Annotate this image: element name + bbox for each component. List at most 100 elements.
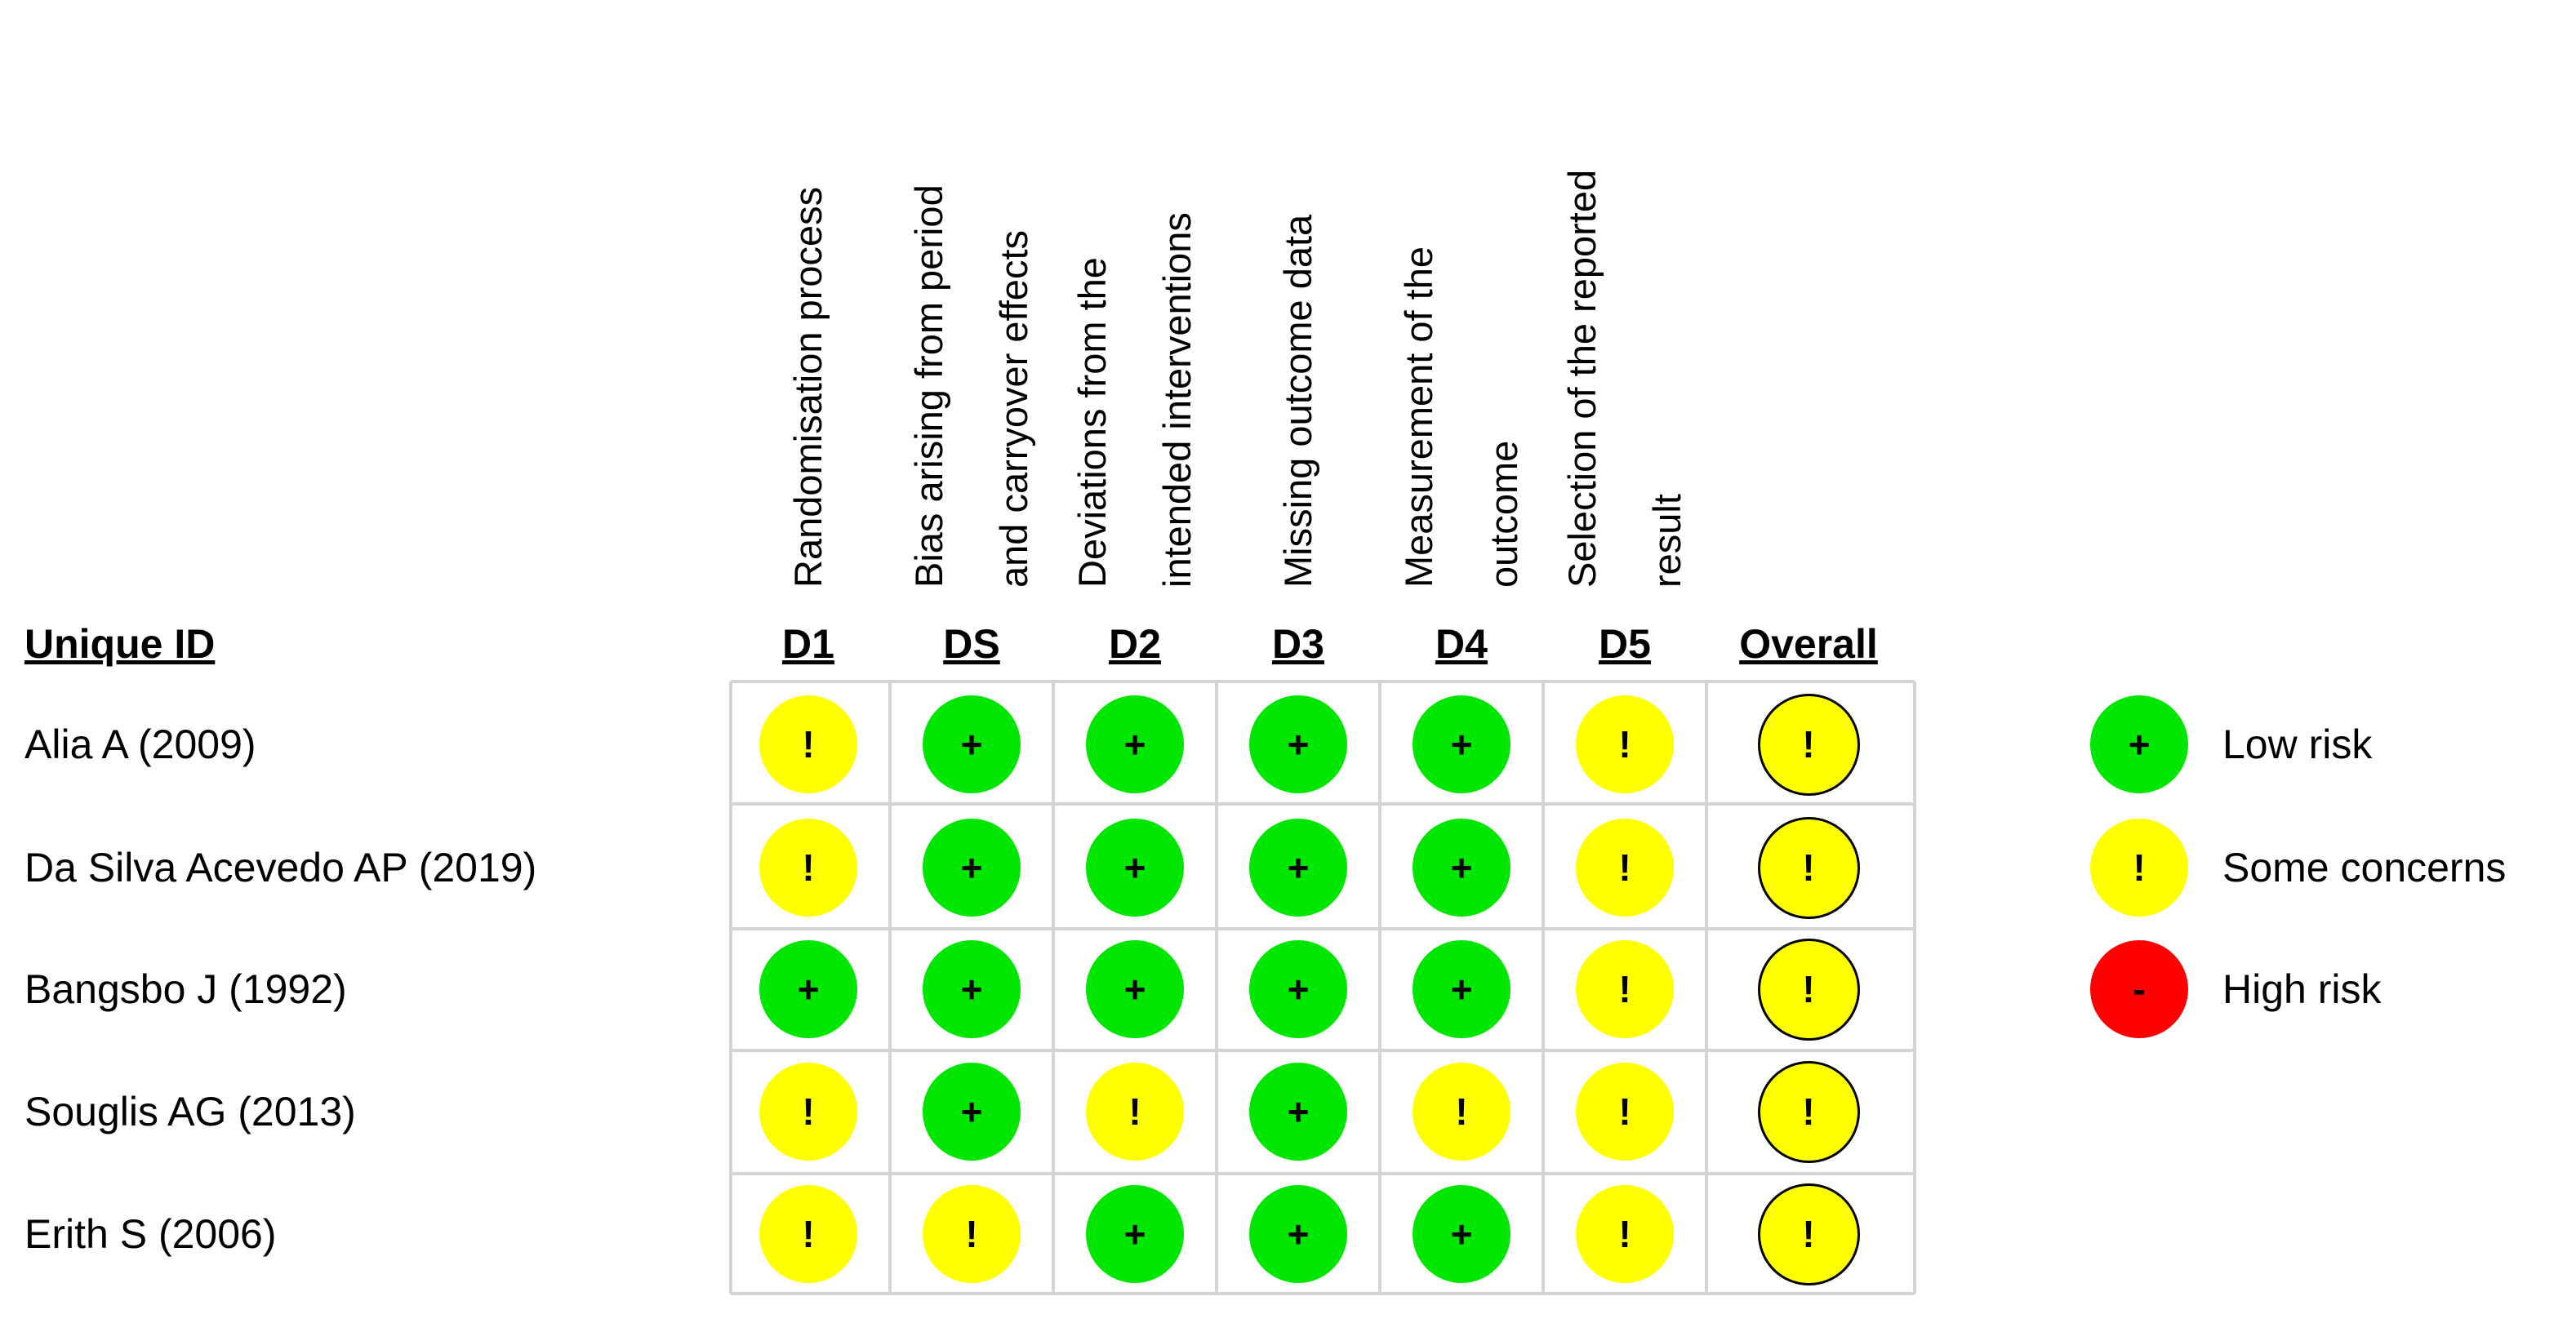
judgement-symbol: + [1123,846,1146,889]
grid-line-horizontal [731,802,1915,806]
judgement-symbol: + [1450,723,1473,766]
domain-label-d2: Deviations from the [1070,257,1114,588]
column-header-d4: D4 [1435,621,1488,667]
grid-line-vertical [729,682,732,1294]
column-header-d1: D1 [782,621,834,667]
judgement-some-icon: ! [759,1185,857,1283]
judgement-symbol: + [1287,1213,1310,1255]
judgement-some-icon: ! [1576,819,1674,917]
judgement-low-icon: + [759,940,857,1038]
judgement-symbol: ! [1618,1090,1631,1133]
study-label: Alia A (2009) [24,722,256,767]
domain-label-d4: outcome [1482,440,1525,588]
judgement-low-icon: + [1086,695,1184,793]
judgement-symbol: + [1123,1213,1146,1255]
judgement-symbol: + [1287,846,1310,889]
legend-symbol: - [2133,968,2146,1010]
legend-symbol: + [2128,723,2151,766]
judgement-low-icon: + [923,819,1021,917]
legend-some-icon: ! [2090,819,2188,917]
judgement-low-icon: + [1086,819,1184,917]
judgement-some-icon: ! [1576,1063,1674,1161]
judgement-symbol: + [1123,723,1146,766]
overall-judgement-some-icon: ! [1757,816,1860,919]
legend-high-icon: - [2090,940,2188,1038]
unique-id-header: Unique ID [24,621,216,667]
judgement-some-icon: ! [1413,1063,1510,1161]
judgement-low-icon: + [923,695,1021,793]
judgement-low-icon: + [1413,695,1510,793]
judgement-symbol: + [960,723,983,766]
judgement-low-icon: + [1413,819,1510,917]
grid-line-vertical [1052,682,1055,1294]
judgement-symbol: ! [1128,1090,1141,1133]
judgement-some-icon: ! [923,1185,1021,1283]
grid-line-horizontal [731,1292,1915,1295]
judgement-symbol: ! [1802,1090,1815,1133]
judgement-symbol: + [1287,1090,1310,1133]
judgement-some-icon: ! [1576,940,1674,1038]
domain-label-d2: intended interventions [1155,212,1199,588]
judgement-symbol: + [1287,723,1310,766]
judgement-symbol: + [1123,968,1146,1010]
study-label: Da Silva Acevedo AP (2019) [24,845,537,890]
judgement-low-icon: + [1086,940,1184,1038]
grid-line-horizontal [731,1172,1915,1175]
grid-line-vertical [1913,682,1916,1294]
domain-label-d5: result [1645,494,1688,588]
judgement-some-icon: ! [1086,1063,1184,1161]
judgement-symbol: ! [965,1213,978,1255]
judgement-symbol: ! [802,1090,815,1133]
judgement-some-icon: ! [759,819,857,917]
domain-label-d3: Missing outcome data [1276,214,1319,588]
legend-label-low: Low risk [2222,722,2373,767]
judgement-symbol: ! [802,1213,815,1255]
judgement-low-icon: + [923,940,1021,1038]
grid-line-horizontal [731,680,1915,683]
domain-label-d5: Selection of the reported [1560,169,1604,588]
judgement-symbol: + [960,1090,983,1133]
column-header-d3: D3 [1272,621,1324,667]
judgement-symbol: ! [1618,723,1631,766]
column-header-d5: D5 [1599,621,1651,667]
judgement-low-icon: + [923,1063,1021,1161]
grid-line-vertical [1542,682,1545,1294]
grid-line-horizontal [731,1049,1915,1052]
grid-line-vertical [1215,682,1218,1294]
judgement-symbol: ! [1802,1213,1815,1255]
judgement-symbol: ! [1455,1090,1468,1133]
judgement-symbol: + [1450,968,1473,1010]
judgement-symbol: + [960,846,983,889]
overall-judgement-some-icon: ! [1757,1060,1860,1163]
judgement-symbol: ! [1618,1213,1631,1255]
judgement-low-icon: + [1249,1063,1347,1161]
grid-line-vertical [1378,682,1381,1294]
judgement-symbol: + [1287,968,1310,1010]
judgement-low-icon: + [1249,695,1347,793]
legend-low-icon: + [2090,695,2188,793]
judgement-symbol: + [1450,1213,1473,1255]
judgement-symbol: ! [1618,968,1631,1010]
judgement-symbol: + [797,968,820,1010]
study-label: Souglis AG (2013) [24,1089,356,1134]
judgement-some-icon: ! [759,1063,857,1161]
overall-judgement-some-icon: ! [1757,1183,1860,1285]
judgement-low-icon: + [1249,940,1347,1038]
judgement-low-icon: + [1249,1185,1347,1283]
judgement-symbol: + [1450,846,1473,889]
grid-line-horizontal [731,927,1915,930]
domain-label-d1: Randomisation process [786,186,830,588]
judgement-symbol: ! [1802,723,1815,766]
column-header-overall: Overall [1739,621,1878,667]
judgement-symbol: ! [802,846,815,889]
column-header-d2: D2 [1109,621,1161,667]
legend-label-high: High risk [2222,966,2382,1012]
judgement-low-icon: + [1249,819,1347,917]
domain-label-ds: Bias arising from period [907,184,950,588]
judgement-symbol: ! [802,723,815,766]
judgement-some-icon: ! [1576,1185,1674,1283]
judgement-some-icon: ! [1576,695,1674,793]
judgement-low-icon: + [1413,940,1510,1038]
judgement-symbol: + [960,968,983,1010]
